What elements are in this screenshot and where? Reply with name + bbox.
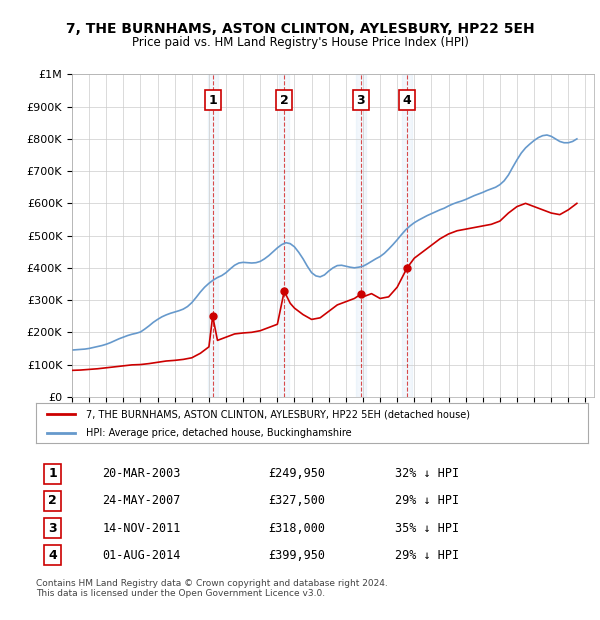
Text: 29% ↓ HPI: 29% ↓ HPI — [395, 495, 459, 507]
Text: 20-MAR-2003: 20-MAR-2003 — [102, 467, 181, 481]
Text: 35% ↓ HPI: 35% ↓ HPI — [395, 521, 459, 534]
Text: 29% ↓ HPI: 29% ↓ HPI — [395, 549, 459, 562]
Text: 4: 4 — [48, 549, 57, 562]
Text: 7, THE BURNHAMS, ASTON CLINTON, AYLESBURY, HP22 5EH (detached house): 7, THE BURNHAMS, ASTON CLINTON, AYLESBUR… — [86, 409, 470, 419]
Text: 3: 3 — [356, 94, 365, 107]
Text: 14-NOV-2011: 14-NOV-2011 — [102, 521, 181, 534]
Text: 1: 1 — [48, 467, 57, 481]
Text: 7, THE BURNHAMS, ASTON CLINTON, AYLESBURY, HP22 5EH: 7, THE BURNHAMS, ASTON CLINTON, AYLESBUR… — [65, 22, 535, 36]
Text: 32% ↓ HPI: 32% ↓ HPI — [395, 467, 459, 481]
Text: Price paid vs. HM Land Registry's House Price Index (HPI): Price paid vs. HM Land Registry's House … — [131, 36, 469, 49]
Bar — [279, 74, 289, 397]
Text: 3: 3 — [48, 521, 57, 534]
Bar — [402, 74, 412, 397]
Text: 01-AUG-2014: 01-AUG-2014 — [102, 549, 181, 562]
Text: £399,950: £399,950 — [268, 549, 325, 562]
Text: 24-MAY-2007: 24-MAY-2007 — [102, 495, 181, 507]
Text: £249,950: £249,950 — [268, 467, 325, 481]
Bar — [356, 74, 366, 397]
Text: 4: 4 — [403, 94, 412, 107]
Text: 1: 1 — [208, 94, 217, 107]
Bar — [208, 74, 218, 397]
Text: HPI: Average price, detached house, Buckinghamshire: HPI: Average price, detached house, Buck… — [86, 428, 352, 438]
Text: Contains HM Land Registry data © Crown copyright and database right 2024.
This d: Contains HM Land Registry data © Crown c… — [36, 579, 388, 598]
Text: £318,000: £318,000 — [268, 521, 325, 534]
Text: 2: 2 — [280, 94, 289, 107]
Text: 2: 2 — [48, 495, 57, 507]
Text: £327,500: £327,500 — [268, 495, 325, 507]
